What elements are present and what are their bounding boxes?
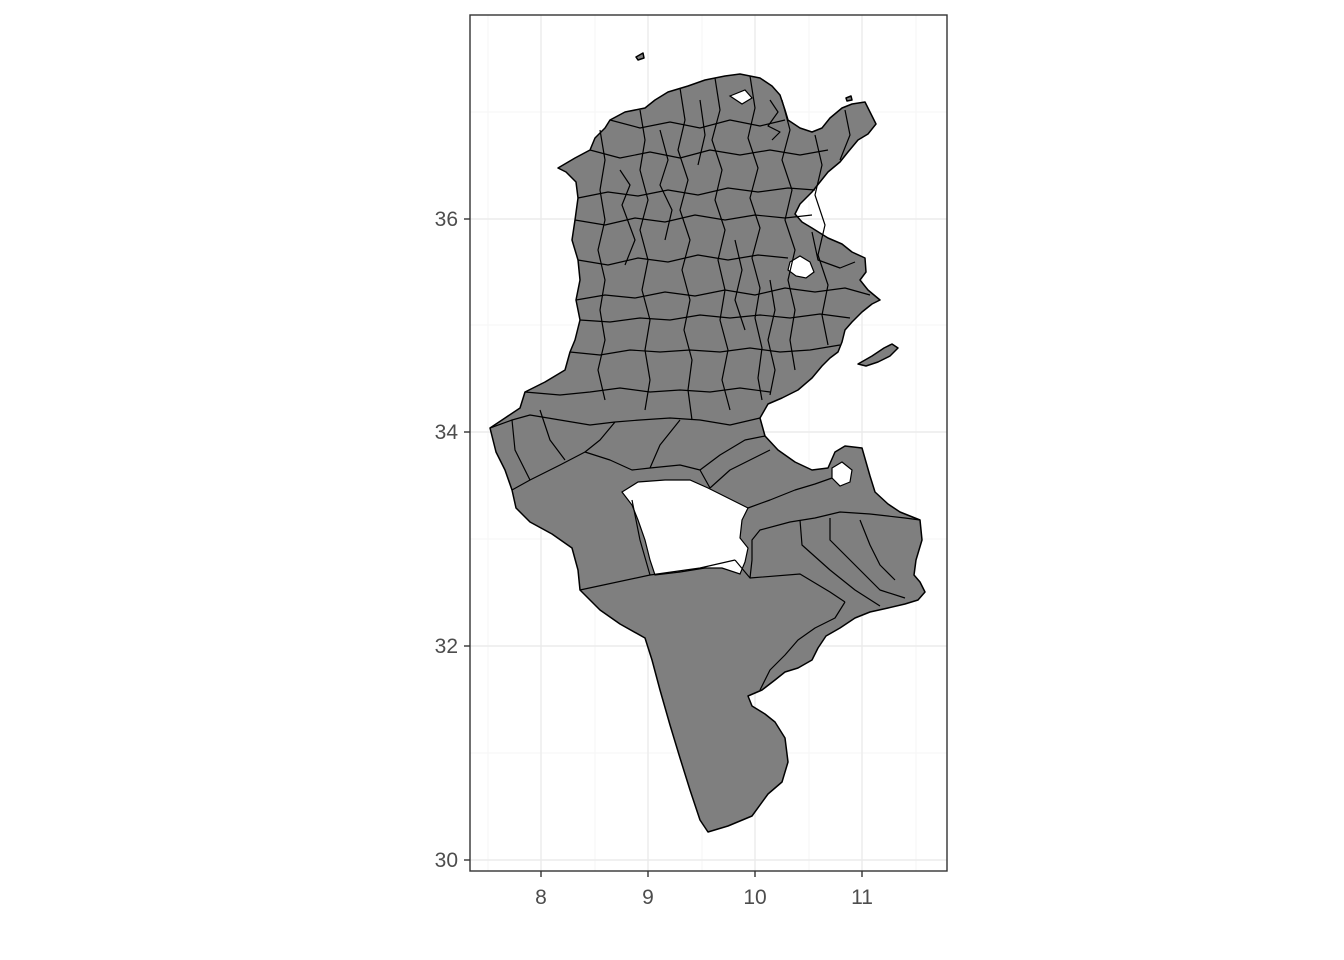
zembra-islet bbox=[845, 95, 853, 102]
tunisia-map bbox=[489, 52, 926, 833]
y-tick-label: 34 bbox=[435, 421, 459, 444]
x-axis-ticks bbox=[540, 871, 863, 877]
x-tick-label: 10 bbox=[743, 886, 766, 909]
kerkennah-island bbox=[857, 343, 899, 367]
southern-borders bbox=[489, 409, 921, 691]
lake-kelbia bbox=[787, 255, 815, 279]
y-axis-labels: 30 32 34 36 bbox=[435, 208, 459, 872]
chott-el-jerid-lake bbox=[621, 479, 749, 576]
x-tick-label: 8 bbox=[535, 886, 547, 909]
lake-tunis bbox=[728, 89, 753, 105]
panel-border bbox=[469, 14, 948, 872]
galite-island bbox=[635, 52, 645, 61]
x-tick-label: 9 bbox=[642, 886, 654, 909]
y-tick-label: 36 bbox=[435, 208, 458, 231]
y-tick-label: 32 bbox=[435, 635, 458, 658]
x-tick-label: 11 bbox=[851, 886, 873, 909]
x-axis-labels: 8 9 10 11 bbox=[535, 886, 873, 909]
y-axis-ticks bbox=[464, 218, 470, 861]
y-tick-label: 30 bbox=[435, 849, 458, 872]
northern-borders bbox=[524, 75, 871, 421]
